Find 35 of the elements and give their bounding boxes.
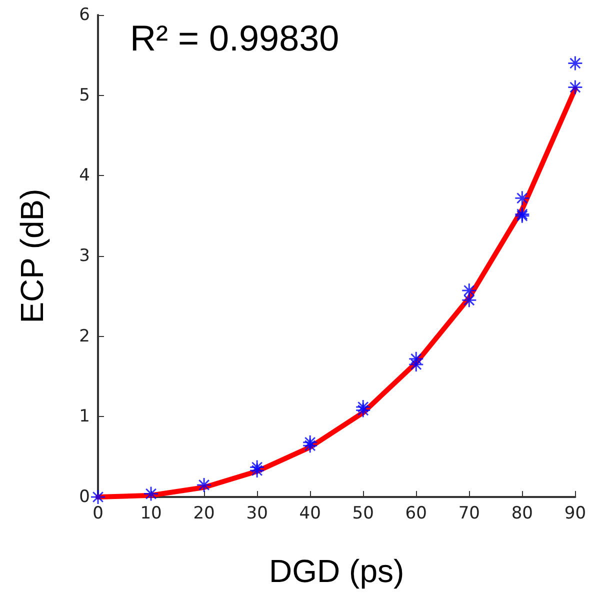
point [249, 462, 265, 478]
point [567, 55, 583, 71]
x-tick-label: 90 [564, 504, 586, 524]
y-tick-label: 0 [79, 487, 90, 507]
point [249, 460, 265, 476]
x-axis-title: DGD (ps) [269, 553, 404, 589]
x-tick-label: 60 [405, 504, 427, 524]
x-tick-label: 70 [458, 504, 480, 524]
x-tick-label: 10 [140, 504, 162, 524]
y-tick-label: 6 [79, 5, 90, 25]
point [355, 402, 371, 418]
point [514, 190, 530, 206]
point [461, 292, 477, 308]
annotation: R² = 0.99830 [130, 18, 340, 58]
point [302, 434, 318, 450]
point [461, 282, 477, 298]
point [196, 477, 212, 493]
y-tick-label: 2 [79, 326, 90, 346]
x-tick-label: 40 [299, 504, 321, 524]
point [302, 438, 318, 454]
x-tick-label: 50 [352, 504, 374, 524]
y-tick-label: 4 [79, 166, 90, 186]
point [143, 486, 159, 502]
y-tick-label: 3 [79, 246, 90, 266]
y-tick-label: 1 [79, 406, 90, 427]
point [355, 399, 371, 415]
point [408, 356, 424, 372]
point [90, 489, 106, 505]
x-tick-label: 80 [511, 504, 533, 524]
point [567, 80, 583, 96]
x-tick-label: 0 [92, 504, 104, 524]
y-tick-label: 5 [79, 85, 90, 106]
x-tick-label: 20 [193, 504, 215, 524]
y-axis-title: ECP (dB) [14, 188, 50, 324]
x-tick-label: 30 [246, 504, 268, 524]
